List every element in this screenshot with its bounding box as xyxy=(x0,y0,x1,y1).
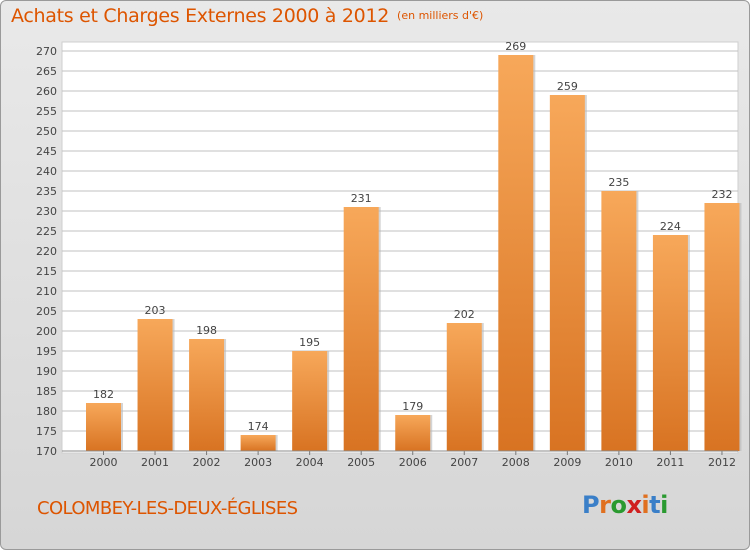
chart-title: Achats et Charges Externes 2000 à 2012 (e… xyxy=(11,5,483,27)
x-tick-label: 2002 xyxy=(193,456,221,469)
y-tick-label: 245 xyxy=(36,145,57,158)
y-tick-label: 270 xyxy=(36,45,57,58)
y-tick-label: 170 xyxy=(36,445,57,458)
proxiti-logo: Proxiti xyxy=(582,491,668,519)
logo-letter: x xyxy=(626,491,642,519)
data-label: 182 xyxy=(93,388,114,401)
y-tick-label: 230 xyxy=(36,205,57,218)
y-tick-label: 190 xyxy=(36,365,57,378)
x-tick-label: 2001 xyxy=(141,456,169,469)
x-tick-label: 2008 xyxy=(502,456,530,469)
y-tick-label: 225 xyxy=(36,225,57,238)
logo-letter: t xyxy=(649,491,661,519)
x-tick-label: 2012 xyxy=(708,456,736,469)
y-tick-label: 200 xyxy=(36,325,57,338)
x-tick-label: 2010 xyxy=(605,456,633,469)
bar xyxy=(86,403,121,451)
y-tick-label: 205 xyxy=(36,305,57,318)
data-label: 203 xyxy=(145,304,166,317)
chart-title-text: Achats et Charges Externes 2000 à 2012 xyxy=(11,5,390,27)
x-tick-label: 2006 xyxy=(399,456,427,469)
y-tick-label: 220 xyxy=(36,245,57,258)
data-label: 224 xyxy=(660,220,681,233)
data-label: 231 xyxy=(351,192,372,205)
y-tick-label: 195 xyxy=(36,345,57,358)
bar xyxy=(189,339,225,451)
y-tick-label: 210 xyxy=(36,285,57,298)
x-tick-label: 2007 xyxy=(450,456,478,469)
data-label: 174 xyxy=(248,420,269,433)
data-label: 195 xyxy=(299,336,320,349)
y-tick-label: 250 xyxy=(36,125,57,138)
y-tick-label: 265 xyxy=(36,65,57,78)
logo-letter: r xyxy=(599,491,611,519)
data-label: 235 xyxy=(608,176,629,189)
x-tick-label: 2000 xyxy=(90,456,118,469)
bar xyxy=(240,435,276,451)
y-tick-label: 235 xyxy=(36,185,57,198)
bar xyxy=(343,207,379,451)
y-tick-label: 215 xyxy=(36,265,57,278)
logo-letter: o xyxy=(610,491,627,519)
data-label: 179 xyxy=(402,400,423,413)
bar xyxy=(549,95,585,451)
data-label: 198 xyxy=(196,324,217,337)
bar xyxy=(704,203,740,451)
y-tick-label: 255 xyxy=(36,105,57,118)
y-tick-label: 185 xyxy=(36,385,57,398)
bar xyxy=(292,351,328,451)
bar xyxy=(652,235,688,451)
logo-letter: P xyxy=(582,491,600,519)
bar xyxy=(498,55,534,451)
y-tick-label: 180 xyxy=(36,405,57,418)
x-tick-label: 2009 xyxy=(553,456,581,469)
data-label: 232 xyxy=(711,188,732,201)
data-label: 202 xyxy=(454,308,475,321)
commune-name: COLOMBEY-LES-DEUX-ÉGLISES xyxy=(37,498,298,519)
y-tick-label: 175 xyxy=(36,425,57,438)
logo-letter: i xyxy=(641,491,650,519)
data-label: 259 xyxy=(557,80,578,93)
bar xyxy=(446,323,482,451)
bar xyxy=(137,319,173,451)
data-label: 269 xyxy=(505,40,526,53)
chart-unit: (en milliers d'€) xyxy=(397,9,484,22)
bar xyxy=(601,191,637,451)
y-tick-label: 240 xyxy=(36,165,57,178)
x-tick-label: 2011 xyxy=(656,456,684,469)
x-tick-label: 2003 xyxy=(244,456,272,469)
x-tick-label: 2005 xyxy=(347,456,375,469)
logo-letter: i xyxy=(660,491,668,519)
bar xyxy=(395,415,431,451)
y-tick-label: 260 xyxy=(36,85,57,98)
x-tick-label: 2004 xyxy=(296,456,324,469)
